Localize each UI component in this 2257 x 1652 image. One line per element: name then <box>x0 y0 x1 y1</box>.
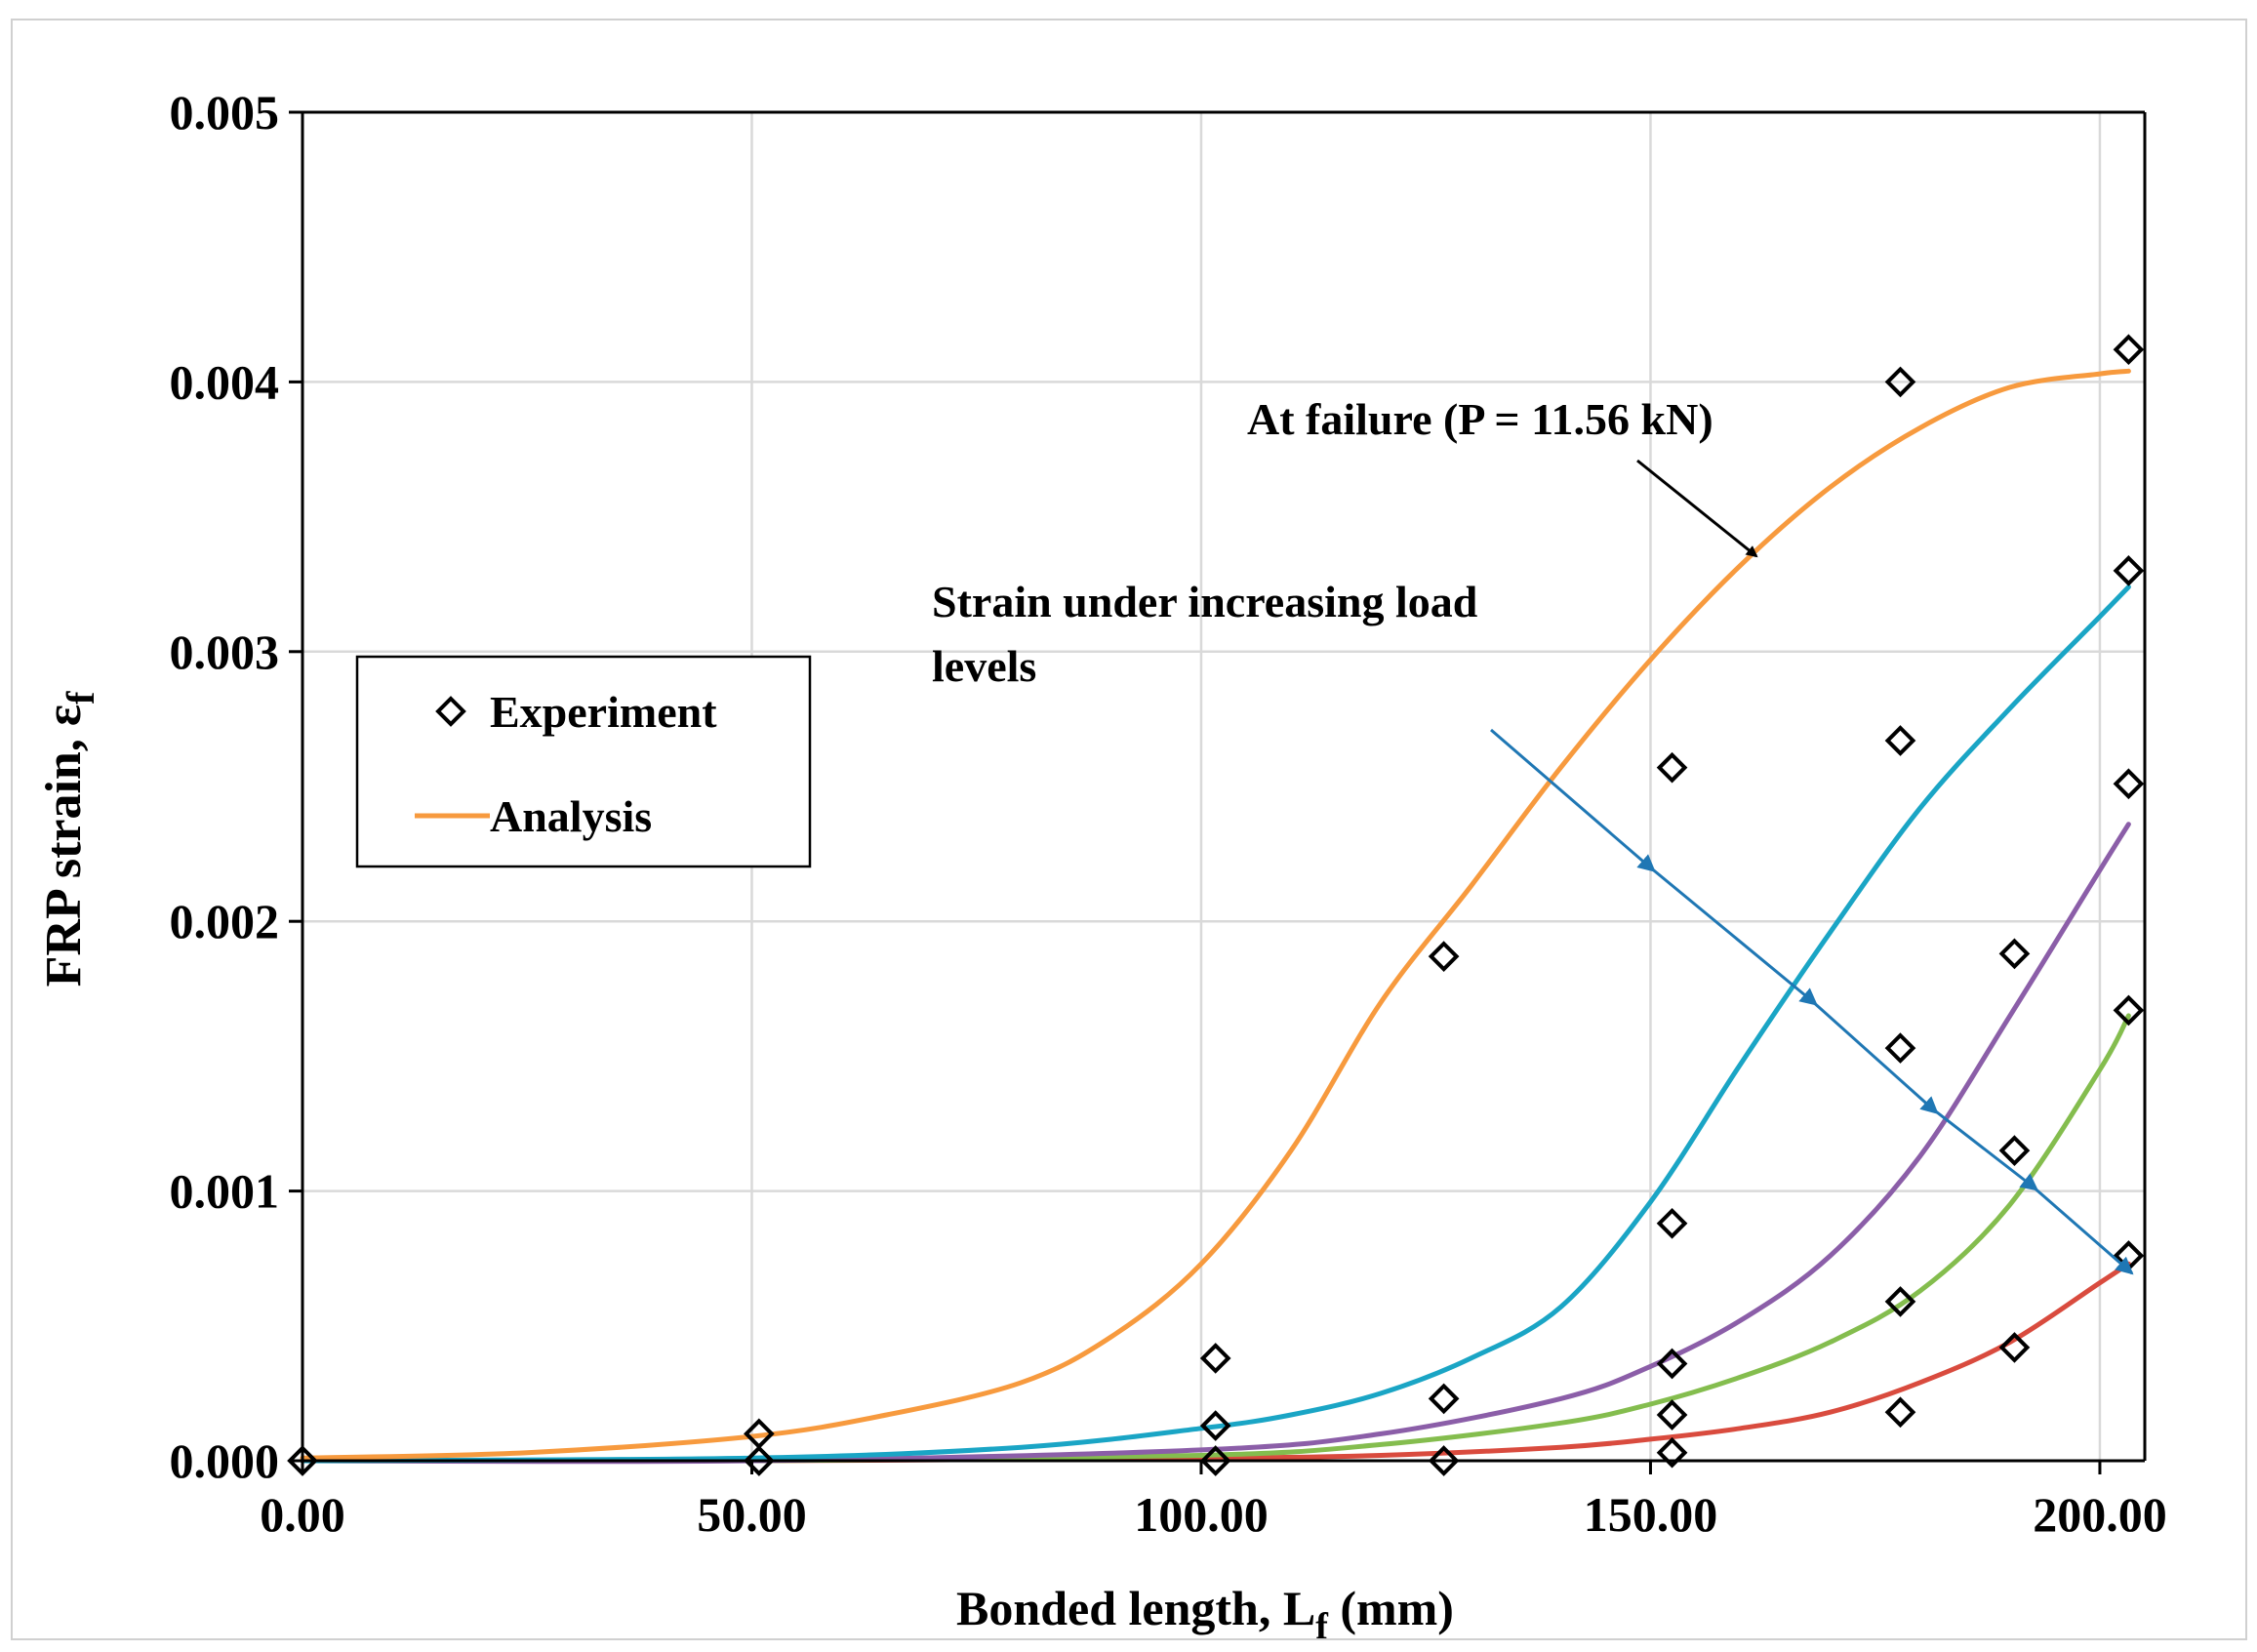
analysis-series-line <box>300 822 2131 1465</box>
experiment-point <box>1428 1383 1460 1415</box>
experiment-points <box>287 334 2145 1476</box>
axes <box>301 110 2147 1463</box>
experiment-point <box>1656 1399 1688 1430</box>
experiment-point <box>1998 1332 2031 1363</box>
legend: Experiment Analysis <box>355 655 812 868</box>
legend-entry-experiment: Experiment <box>435 687 717 737</box>
experiment-point <box>1199 1410 1231 1441</box>
legend-label-analysis: Analysis <box>490 791 652 841</box>
y-tick-label: 0.000 <box>170 1433 280 1488</box>
x-tick-label: 150.00 <box>1584 1487 1718 1542</box>
annotation-increasing-load-line1: Strain under increasing load <box>932 577 1478 626</box>
experiment-point <box>1884 366 1916 398</box>
experiment-point <box>1428 1445 1460 1476</box>
experiment-point <box>1199 1445 1231 1476</box>
analysis-series-line <box>300 368 2131 1461</box>
y-tick-label: 0.004 <box>170 354 280 409</box>
experiment-point <box>1428 941 1460 972</box>
increasing-load-arrow <box>1490 728 2134 1275</box>
analysis-series-line <box>300 584 2131 1464</box>
experiment-point <box>1199 1343 1231 1374</box>
experiment-point <box>2113 768 2145 800</box>
experiment-point <box>1884 1396 1916 1429</box>
tick-labels: 0.000 0.001 0.002 0.003 0.004 0.005 0.00 50.00 1… <box>170 85 2167 1542</box>
experiment-point <box>2113 334 2145 366</box>
y-axis-title: FRP strain, εf <box>36 691 102 987</box>
analysis-curves <box>300 368 2131 1465</box>
experiment-point <box>744 1445 775 1476</box>
y-tick-label: 0.002 <box>170 894 280 948</box>
experiment-point <box>1656 1207 1688 1239</box>
experiment-point <box>1884 725 1916 756</box>
experiment-point <box>1656 751 1688 784</box>
legend-entry-analysis: Analysis <box>415 791 652 841</box>
legend-diamond-marker <box>435 696 466 727</box>
experiment-point <box>1998 1135 2031 1166</box>
x-tick-label: 200.00 <box>2033 1487 2167 1542</box>
experiment-point <box>2113 555 2145 586</box>
x-tick-label: 50.00 <box>697 1487 807 1542</box>
x-axis-title: Bonded length, Lf (mm) <box>956 1581 1454 1647</box>
legend-label-experiment: Experiment <box>490 687 717 737</box>
analysis-series-line <box>300 1261 2131 1464</box>
experiment-point <box>1656 1436 1688 1469</box>
x-tick-label: 0.00 <box>260 1487 345 1542</box>
analysis-series-line <box>300 1013 2131 1464</box>
annotation-at-failure-arrow <box>1636 459 1758 558</box>
figure-border <box>11 19 2247 1640</box>
y-tick-label: 0.005 <box>170 85 280 140</box>
y-tick-label: 0.003 <box>170 625 280 679</box>
annotation-increasing-load-line2: levels <box>932 641 1036 691</box>
x-tick-label: 100.00 <box>1134 1487 1269 1542</box>
experiment-point <box>1998 938 2031 970</box>
experiment-point <box>1656 1348 1688 1380</box>
y-tick-label: 0.001 <box>170 1164 280 1219</box>
experiment-point <box>1884 1286 1916 1317</box>
experiment-point <box>2113 994 2145 1027</box>
annotation-at-failure: At failure (P = 11.56 kN) <box>1247 394 1713 444</box>
legend-box <box>355 655 812 868</box>
experiment-point <box>1884 1032 1916 1064</box>
